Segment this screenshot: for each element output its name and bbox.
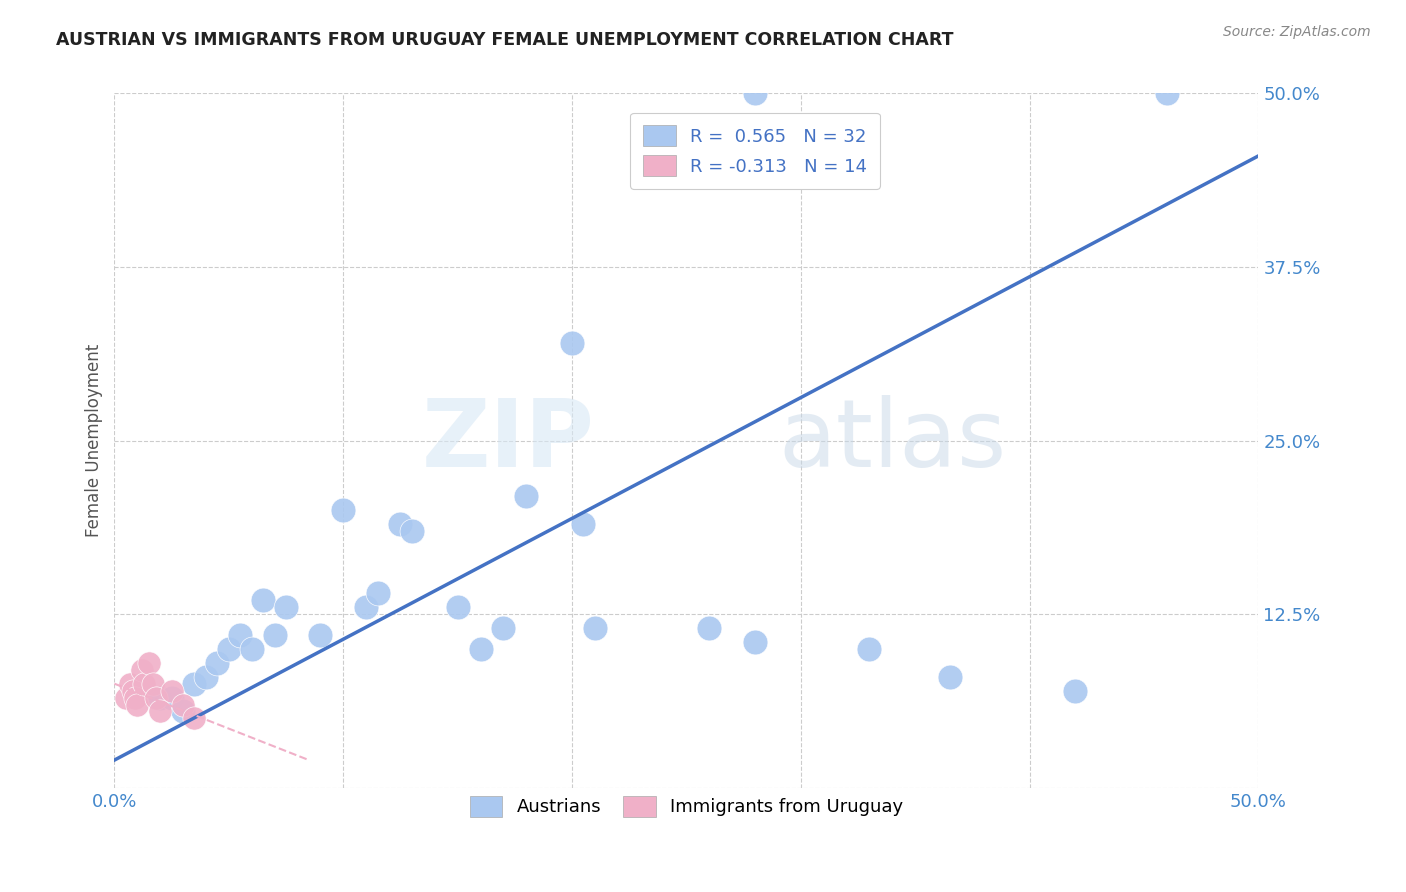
Point (183, 711, 205, 725)
Point (1156, 87, 1178, 101)
Point (172, 705, 194, 719)
Point (446, 600, 468, 615)
Point (252, 593, 274, 607)
Point (1064, 683, 1087, 698)
Point (115, 690, 138, 705)
Point (183, 676, 205, 690)
Point (858, 642, 880, 657)
Point (145, 690, 167, 705)
Point (697, 621, 720, 635)
Point (354, 600, 377, 615)
Point (583, 621, 606, 635)
Point (401, 524, 423, 538)
Point (561, 336, 583, 351)
Point (744, 87, 766, 101)
Point (160, 690, 183, 705)
Point (121, 683, 143, 698)
Point (367, 586, 389, 600)
Point (744, 635, 766, 649)
Point (515, 489, 537, 503)
Point (229, 628, 252, 642)
Point (172, 698, 194, 712)
Y-axis label: Female Unemployment: Female Unemployment (86, 344, 103, 537)
Text: AUSTRIAN VS IMMIGRANTS FROM URUGUAY FEMALE UNEMPLOYMENT CORRELATION CHART: AUSTRIAN VS IMMIGRANTS FROM URUGUAY FEMA… (56, 31, 953, 49)
Point (160, 683, 183, 698)
Point (389, 516, 412, 531)
Point (149, 690, 172, 705)
Text: ZIP: ZIP (422, 394, 595, 487)
Point (131, 663, 153, 677)
Point (332, 503, 354, 517)
Point (149, 705, 172, 719)
Point (470, 642, 492, 657)
Legend: Austrians, Immigrants from Uruguay: Austrians, Immigrants from Uruguay (463, 789, 910, 824)
Point (120, 676, 142, 690)
Point (142, 676, 165, 690)
Point (240, 642, 263, 657)
Point (218, 642, 240, 657)
Point (572, 516, 595, 531)
Point (138, 656, 160, 670)
Point (274, 600, 297, 615)
Text: atlas: atlas (778, 394, 1007, 487)
Point (207, 656, 229, 670)
Point (194, 670, 217, 684)
Point (124, 690, 146, 705)
Point (309, 628, 332, 642)
Point (127, 698, 149, 712)
Point (938, 670, 960, 684)
Point (492, 621, 515, 635)
Point (263, 628, 285, 642)
Point (134, 676, 156, 690)
Text: Source: ZipAtlas.com: Source: ZipAtlas.com (1223, 25, 1371, 39)
